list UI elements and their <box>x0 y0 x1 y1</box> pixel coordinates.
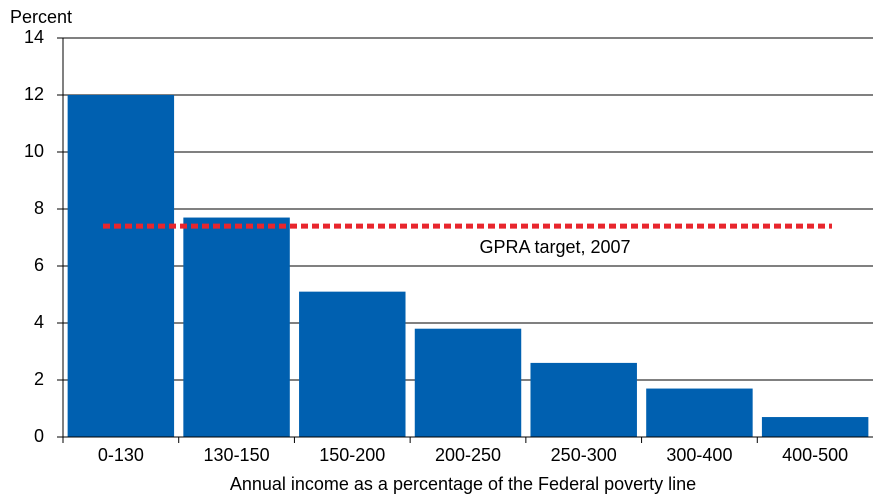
x-tick-label: 400-500 <box>782 445 848 465</box>
x-axis-label: Annual income as a percentage of the Fed… <box>230 474 696 494</box>
y-tick-label: 8 <box>34 198 44 218</box>
x-tick-label: 200-250 <box>435 445 501 465</box>
y-axis-label: Percent <box>10 7 72 27</box>
y-tick-label: 12 <box>24 84 44 104</box>
x-tick-label: 250-300 <box>551 445 617 465</box>
bar <box>414 328 522 437</box>
bar <box>67 95 175 437</box>
y-tick-label: 10 <box>24 141 44 161</box>
y-tick-label: 4 <box>34 312 44 332</box>
reference-label: GPRA target, 2007 <box>479 237 630 257</box>
bar <box>299 291 406 437</box>
y-tick-label: 2 <box>34 369 44 389</box>
y-tick-label: 0 <box>34 426 44 446</box>
bar <box>761 417 869 437</box>
bar <box>530 362 637 437</box>
x-tick-label: 300-400 <box>666 445 732 465</box>
bar <box>646 388 753 437</box>
y-tick-label: 14 <box>24 27 44 47</box>
x-tick-label: 130-150 <box>204 445 270 465</box>
bar <box>183 217 290 437</box>
y-tick-label: 6 <box>34 255 44 275</box>
x-tick-label: 0-130 <box>98 445 144 465</box>
x-tick-label: 150-200 <box>319 445 385 465</box>
